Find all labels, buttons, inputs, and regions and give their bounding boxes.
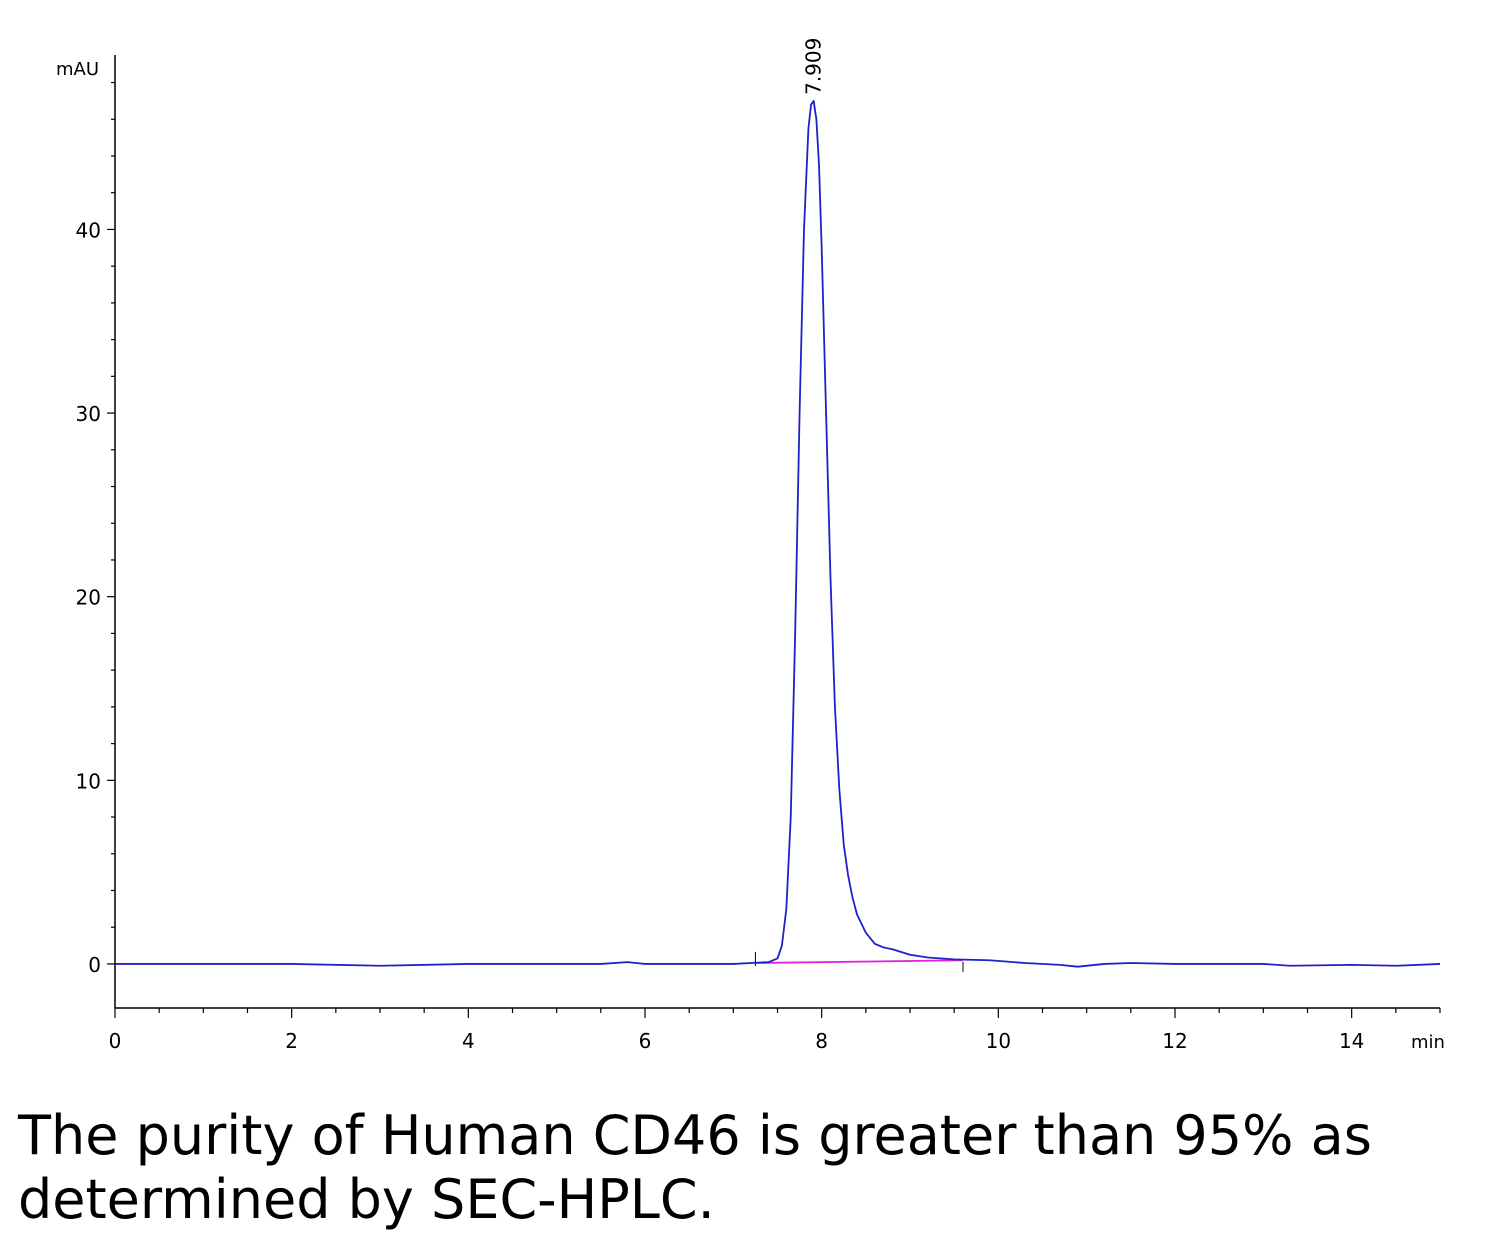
x-tick-label: 10 [986, 1029, 1011, 1053]
x-tick-label: 4 [462, 1029, 475, 1053]
x-tick-label: 12 [1162, 1029, 1187, 1053]
integration-baseline-series [754, 951, 964, 972]
y-tick-label: 10 [76, 769, 101, 793]
y-axis-label: mAU [56, 59, 99, 80]
y-tick-label: 0 [88, 953, 101, 977]
chart-axes [107, 55, 1441, 1018]
x-axis-label: min [1411, 1032, 1445, 1053]
y-tick-label: 20 [76, 586, 101, 610]
x-tick-label: 8 [815, 1029, 828, 1053]
x-tick-label: 14 [1339, 1029, 1364, 1053]
y-tick-label: 40 [76, 218, 101, 242]
x-tick-label: 6 [639, 1029, 652, 1053]
signal-line [115, 100, 1441, 968]
chromatogram-chart: 0 10 20 30 40 mAU 0 2 4 6 8 10 12 14 min 7.909 [56, 38, 1445, 1053]
y-tick-label: 30 [76, 402, 101, 426]
x-tick-label: 2 [285, 1029, 298, 1053]
baseline-line [755, 959, 964, 964]
peak-label: 7.909 [802, 38, 826, 95]
caption-text: The purity of Human CD46 is greater than… [18, 1104, 1372, 1231]
chart-labels: 0 10 20 30 40 mAU 0 2 4 6 8 10 12 14 min 7.909 [56, 38, 1445, 1053]
x-tick-label: 0 [109, 1029, 122, 1053]
signal-series [115, 100, 1441, 968]
